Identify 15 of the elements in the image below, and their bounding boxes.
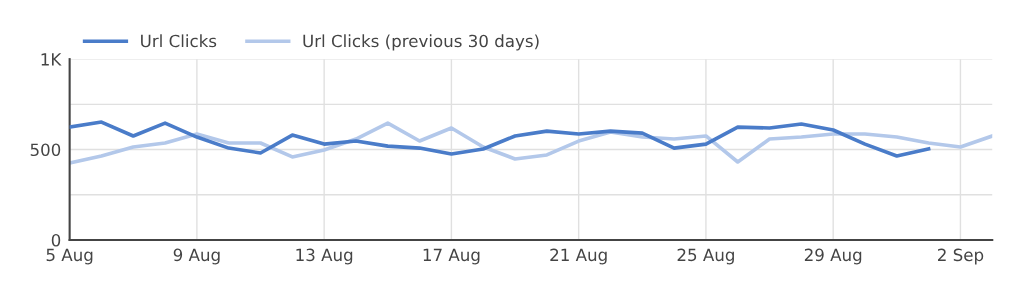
y-tick-label: 500 (30, 143, 61, 157)
line-series (69, 121, 993, 165)
x-tick-label: 25 Aug (677, 248, 734, 265)
x-tick-label: 5 Aug (46, 248, 93, 265)
x-tick-label: 29 Aug (804, 248, 862, 265)
x-tick-label: 21 Aug (550, 248, 607, 265)
x-tick-label: 2 Sep (938, 248, 984, 265)
y-tick-label: 1K (41, 53, 62, 66)
y-tick-label: 0 (51, 233, 61, 247)
x-tick-label: 17 Aug (423, 248, 480, 265)
legend-label: Url Clicks (141, 34, 217, 48)
line-series (69, 120, 931, 158)
x-tick-label: 9 Aug (173, 248, 220, 265)
x-tick-label: 13 Aug (296, 248, 353, 265)
legend-label: Url Clicks (previous 30 days) (303, 34, 539, 51)
